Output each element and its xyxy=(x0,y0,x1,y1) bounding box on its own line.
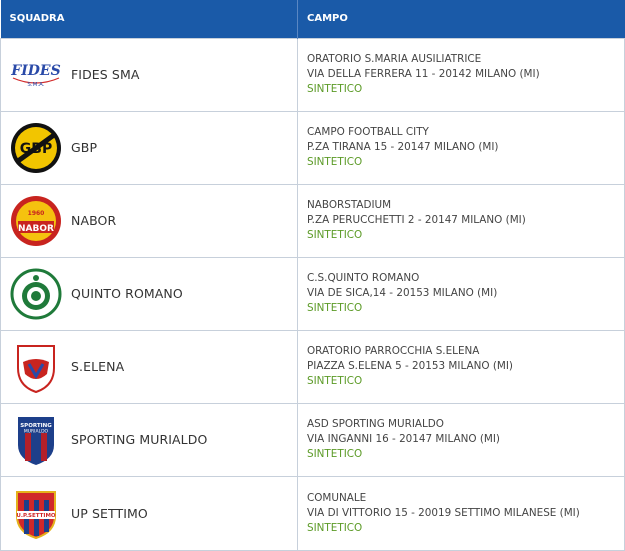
team-name: UP SETTIMO xyxy=(71,505,148,521)
field-surface: SINTETICO xyxy=(307,448,363,460)
table-header-row: SQUADRA CAMPO xyxy=(0,0,625,38)
team-name: NABOR xyxy=(71,213,117,228)
field-name: CAMPO FOOTBALL CITY xyxy=(307,126,429,138)
sporting-murialdo-logo-icon: SPORTING MURIALDO xyxy=(9,413,63,467)
team-name: FIDES SMA xyxy=(71,67,140,82)
team-name: QUINTO ROMANO xyxy=(71,286,183,301)
field-address: VIA DI VITTORIO 15 - 20019 SETTIMO MILAN… xyxy=(307,506,580,519)
table-row: U.P.SETTIMO UP SETTIMO COMUNALE VIA DI V… xyxy=(0,475,625,551)
svg-text:S.M.A.: S.M.A. xyxy=(27,82,44,88)
field-name: COMUNALE xyxy=(307,491,367,504)
table-row: S.ELENA ORATORIO PARROCCHIA S.ELENA PIAZ… xyxy=(0,329,625,404)
table-row: 1960 NABOR NABOR NABORSTADIUM P.ZA PERUC… xyxy=(0,183,625,258)
table-row: FIDES S.M.A. FIDES SMA ORATORIO S.MARIA … xyxy=(0,37,625,112)
field-name: ASD SPORTING MURIALDO xyxy=(307,418,444,430)
field-surface: SINTETICO xyxy=(307,375,363,387)
team-name: GBP xyxy=(71,140,98,155)
fides-sma-logo-icon: FIDES S.M.A. xyxy=(9,48,63,102)
field-address: P.ZA PERUCCHETTI 2 - 20147 MILANO (MI) xyxy=(307,214,526,226)
svg-text:FIDES: FIDES xyxy=(10,63,60,79)
svg-text:1960: 1960 xyxy=(28,210,45,217)
field-surface: SINTETICO xyxy=(307,229,363,241)
svg-text:SPORTING: SPORTING xyxy=(20,423,52,429)
svg-text:MURIALDO: MURIALDO xyxy=(24,428,49,434)
table-row: SPORTING MURIALDO SPORTING MURIALDO ASD … xyxy=(0,402,625,477)
field-address: PIAZZA S.ELENA 5 - 20153 MILANO (MI) xyxy=(307,360,513,372)
svg-text:GBP: GBP xyxy=(20,141,52,157)
table-row: GBP GBP CAMPO FOOTBALL CITY P.ZA TIRANA … xyxy=(0,110,625,185)
table-row: QUINTO ROMANO C.S.QUINTO ROMANO VIA DE S… xyxy=(0,256,625,331)
s-elena-logo-icon xyxy=(9,340,63,394)
column-header-team: SQUADRA xyxy=(0,0,298,38)
field-address: VIA INGANNI 16 - 20147 MILANO (MI) xyxy=(307,433,500,445)
field-name: NABORSTADIUM xyxy=(307,199,392,211)
field-name: C.S.QUINTO ROMANO xyxy=(307,272,420,284)
field-surface: SINTETICO xyxy=(307,302,363,314)
field-address: P.ZA TIRANA 15 - 20147 MILANO (MI) xyxy=(307,141,499,153)
up-settimo-logo-icon: U.P.SETTIMO xyxy=(9,486,63,540)
field-address: VIA DE SICA,14 - 20153 MILANO (MI) xyxy=(307,287,498,299)
quinto-romano-logo-icon xyxy=(9,267,63,321)
field-surface: SINTETICO xyxy=(307,521,363,534)
column-header-field: CAMPO xyxy=(297,0,625,38)
field-surface: SINTETICO xyxy=(307,156,363,168)
field-name: ORATORIO S.MARIA AUSILIATRICE xyxy=(307,53,482,65)
field-name: ORATORIO PARROCCHIA S.ELENA xyxy=(307,345,480,357)
svg-text:NABOR: NABOR xyxy=(18,224,54,234)
team-name: S.ELENA xyxy=(71,359,125,374)
gbp-logo-icon: GBP xyxy=(9,121,63,175)
field-surface: SINTETICO xyxy=(307,83,363,95)
svg-text:U.P.SETTIMO: U.P.SETTIMO xyxy=(16,513,56,519)
team-name: SPORTING MURIALDO xyxy=(71,432,208,447)
nabor-logo-icon: 1960 NABOR xyxy=(9,194,63,248)
field-address: VIA DELLA FERRERA 11 - 20142 MILANO (MI) xyxy=(307,68,540,80)
